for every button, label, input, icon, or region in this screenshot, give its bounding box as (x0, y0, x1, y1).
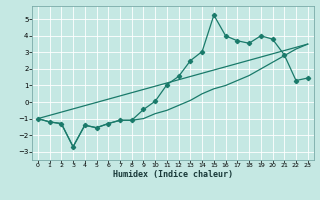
X-axis label: Humidex (Indice chaleur): Humidex (Indice chaleur) (113, 170, 233, 179)
